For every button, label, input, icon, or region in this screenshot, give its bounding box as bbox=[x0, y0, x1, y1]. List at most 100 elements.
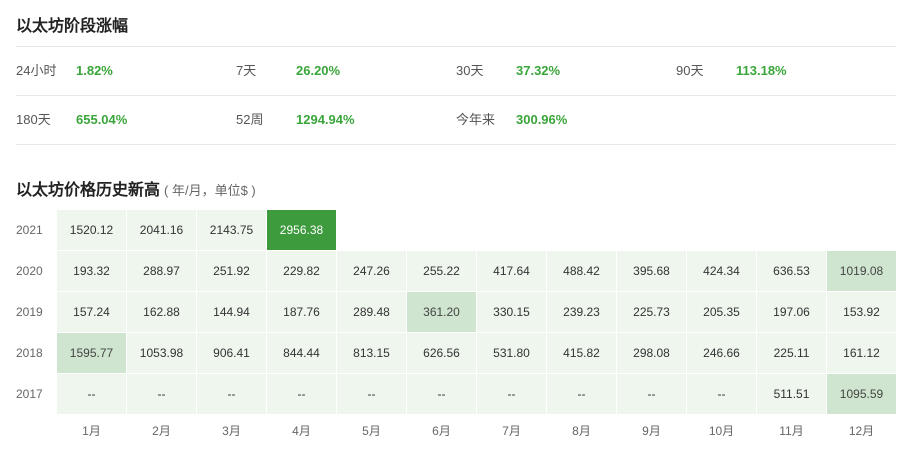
price-cell: -- bbox=[477, 374, 546, 414]
stat-label: 24小时 bbox=[16, 63, 57, 78]
price-cell: 247.26 bbox=[337, 251, 406, 291]
price-cell: 488.42 bbox=[547, 251, 616, 291]
history-section-title: 以太坊价格历史新高( 年/月，单位$ ) bbox=[16, 176, 256, 200]
price-cell: 2041.16 bbox=[127, 210, 196, 250]
stat-value: 1.82% bbox=[76, 63, 113, 78]
year-label: 2018 bbox=[16, 346, 43, 360]
price-cell: -- bbox=[197, 374, 266, 414]
price-cell: 415.82 bbox=[547, 333, 616, 373]
stat-value: 1294.94% bbox=[296, 112, 355, 127]
price-cell: 157.24 bbox=[57, 292, 126, 332]
stat-value: 37.32% bbox=[516, 63, 561, 78]
price-cell: 1019.08 bbox=[827, 251, 896, 291]
year-label: 2020 bbox=[16, 264, 43, 278]
month-label: 3月 bbox=[222, 424, 241, 438]
price-cell: 424.34 bbox=[687, 251, 756, 291]
change-stats: 24小时 1.82% 7天 26.20% 30天 37.32% 90天 113.18% … bbox=[16, 46, 896, 145]
price-cell bbox=[617, 210, 686, 250]
stat-value: 300.96% bbox=[516, 112, 568, 127]
month-label: 8月 bbox=[572, 424, 591, 438]
price-cell: 361.20 bbox=[407, 292, 476, 332]
stat-24h: 24小时 1.82% bbox=[16, 47, 113, 95]
year-label: 2019 bbox=[16, 305, 43, 319]
price-cell: 288.97 bbox=[127, 251, 196, 291]
price-cell: 229.82 bbox=[267, 251, 336, 291]
price-cell: 161.12 bbox=[827, 333, 896, 373]
stat-label: 7天 bbox=[236, 63, 257, 78]
stat-ytd: 今年来 300.96% bbox=[456, 96, 567, 144]
month-label: 7月 bbox=[502, 424, 521, 438]
stat-label: 180天 bbox=[16, 112, 51, 127]
price-cell bbox=[687, 210, 756, 250]
month-label: 1月 bbox=[82, 424, 101, 438]
price-cell: 1595.77 bbox=[57, 333, 126, 373]
price-cell: 225.11 bbox=[757, 333, 826, 373]
month-label: 4月 bbox=[292, 424, 311, 438]
stat-label: 90天 bbox=[676, 63, 704, 78]
price-cell: 844.44 bbox=[267, 333, 336, 373]
price-cell: 251.92 bbox=[197, 251, 266, 291]
month-label: 11月 bbox=[779, 424, 804, 438]
price-cell: 289.48 bbox=[337, 292, 406, 332]
price-cell: 1095.59 bbox=[827, 374, 896, 414]
price-cell: -- bbox=[267, 374, 336, 414]
price-cell: 531.80 bbox=[477, 333, 546, 373]
price-cell: -- bbox=[687, 374, 756, 414]
price-cell bbox=[337, 210, 406, 250]
price-cell: -- bbox=[57, 374, 126, 414]
stat-value: 26.20% bbox=[296, 63, 341, 78]
price-cell: 162.88 bbox=[127, 292, 196, 332]
price-cell: 144.94 bbox=[197, 292, 266, 332]
price-cell: 193.32 bbox=[57, 251, 126, 291]
price-cell bbox=[407, 210, 476, 250]
stat-180d: 180天 655.04% bbox=[16, 96, 127, 144]
price-cell: 246.66 bbox=[687, 333, 756, 373]
price-cell: 197.06 bbox=[757, 292, 826, 332]
month-label: 5月 bbox=[362, 424, 381, 438]
price-cell: -- bbox=[127, 374, 196, 414]
stat-label: 30天 bbox=[456, 63, 484, 78]
price-cell: 1053.98 bbox=[127, 333, 196, 373]
month-label: 6月 bbox=[432, 424, 451, 438]
year-label: 2017 bbox=[16, 387, 43, 401]
price-cell: 239.23 bbox=[547, 292, 616, 332]
stat-label: 52周 bbox=[236, 112, 264, 127]
change-section-title: 以太坊阶段涨幅 bbox=[16, 18, 129, 35]
price-cell: 205.35 bbox=[687, 292, 756, 332]
stats-row-1: 24小时 1.82% 7天 26.20% 30天 37.32% 90天 113.18% bbox=[16, 46, 896, 95]
price-cell: -- bbox=[617, 374, 686, 414]
price-cell: 225.73 bbox=[617, 292, 686, 332]
month-label: 12月 bbox=[848, 424, 875, 438]
price-cell: 626.56 bbox=[407, 333, 476, 373]
stat-30d: 30天 37.32% bbox=[456, 47, 560, 95]
stat-7d: 7天 26.20% bbox=[236, 47, 340, 95]
price-cell bbox=[477, 210, 546, 250]
history-title: 以太坊价格历史新高 bbox=[16, 182, 161, 199]
price-cell: 395.68 bbox=[617, 251, 686, 291]
stats-row-2: 180天 655.04% 52周 1294.94% 今年来 300.96% bbox=[16, 95, 896, 145]
stat-52w: 52周 1294.94% bbox=[236, 96, 355, 144]
month-label: 9月 bbox=[642, 424, 661, 438]
price-cell: -- bbox=[407, 374, 476, 414]
price-cell: -- bbox=[337, 374, 406, 414]
price-cell: 511.51 bbox=[757, 374, 826, 414]
price-cell: 298.08 bbox=[617, 333, 686, 373]
price-cell: -- bbox=[547, 374, 616, 414]
price-cell: 417.64 bbox=[477, 251, 546, 291]
stat-label: 今年来 bbox=[456, 112, 496, 127]
price-cell: 330.15 bbox=[477, 292, 546, 332]
month-label: 10月 bbox=[708, 424, 735, 438]
price-cell: 187.76 bbox=[267, 292, 336, 332]
price-cell bbox=[827, 210, 896, 250]
price-cell: 636.53 bbox=[757, 251, 826, 291]
price-cell bbox=[547, 210, 616, 250]
price-cell: 153.92 bbox=[827, 292, 896, 332]
stat-value: 655.04% bbox=[76, 112, 128, 127]
price-cell: 813.15 bbox=[337, 333, 406, 373]
price-cell: 906.41 bbox=[197, 333, 266, 373]
price-cell: 2956.38 bbox=[267, 210, 336, 250]
price-cell: 2143.75 bbox=[197, 210, 266, 250]
price-cell: 1520.12 bbox=[57, 210, 126, 250]
year-label: 2021 bbox=[16, 223, 43, 237]
